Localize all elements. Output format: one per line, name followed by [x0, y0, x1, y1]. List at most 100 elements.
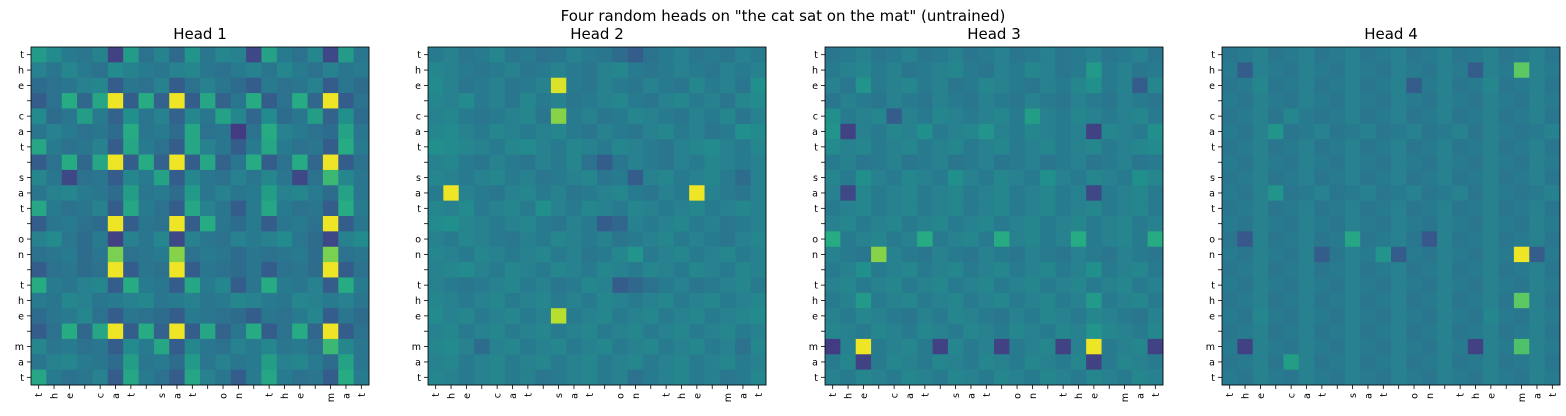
heatmap-cell: [1452, 338, 1469, 355]
heatmap-cell: [123, 123, 139, 140]
heatmap-cell: [1360, 323, 1377, 340]
heatmap-cell: [1252, 185, 1269, 202]
heatmap-cell: [61, 62, 78, 79]
heatmap-cell: [855, 246, 872, 263]
heatmap-cell: [1116, 77, 1133, 94]
heatmap-cell: [658, 262, 675, 278]
heatmap-cell: [1452, 185, 1469, 202]
heatmap-cell: [1086, 47, 1102, 63]
heatmap-cell: [215, 323, 232, 340]
heatmap-cell: [963, 216, 980, 232]
heatmap-cell: [138, 323, 155, 340]
heatmap-cell: [1314, 246, 1330, 263]
heatmap-cell: [1147, 123, 1164, 140]
heatmap-cell: [1529, 47, 1546, 63]
heatmap-cell: [566, 369, 583, 386]
heatmap-cell: [1544, 231, 1561, 248]
heatmap-cell: [474, 62, 490, 79]
heatmap-cell: [92, 323, 109, 340]
heatmap-cell: [1040, 169, 1056, 186]
heatmap-cell: [200, 47, 216, 63]
heatmap-cell: [1055, 169, 1072, 186]
x-tick-label: e: [65, 393, 76, 399]
heatmap-cell: [1070, 323, 1087, 340]
heatmap-cell: [1070, 200, 1087, 217]
heatmap-cell: [1283, 216, 1300, 232]
heatmap-cell: [627, 200, 644, 217]
heatmap-cell: [504, 323, 521, 340]
heatmap-cell: [1086, 262, 1102, 278]
heatmap-cell: [978, 93, 995, 109]
heatmap-cell: [994, 369, 1010, 386]
heatmap-cell: [169, 369, 186, 386]
heatmap-cell: [443, 338, 460, 355]
heatmap-cell: [276, 216, 293, 232]
heatmap-cell: [489, 354, 506, 371]
heatmap-cell: [200, 308, 216, 324]
heatmap-cell: [474, 277, 490, 294]
heatmap-cell: [230, 354, 247, 371]
heatmap-cell: [1329, 200, 1346, 217]
heatmap-cell: [840, 108, 857, 125]
heatmap-cell: [1467, 292, 1484, 309]
heatmap-cell: [673, 47, 690, 63]
heatmap-cell: [1009, 354, 1026, 371]
heatmap-cell: [504, 123, 521, 140]
heatmap-cell: [1529, 369, 1546, 386]
heatmap-cell: [1222, 338, 1238, 355]
heatmap-cell: [1040, 77, 1056, 94]
heatmap-cell: [1252, 369, 1269, 386]
heatmap-cell: [643, 139, 659, 155]
heatmap-cell: [292, 77, 308, 94]
heatmap-cell: [1086, 231, 1102, 248]
heatmap-cell: [1298, 246, 1315, 263]
heatmap-cell: [322, 93, 339, 109]
y-tick-label: t: [20, 373, 24, 384]
heatmap-cell: [428, 338, 444, 355]
heatmap-cell: [1529, 154, 1546, 171]
heatmap-cell: [77, 323, 93, 340]
heatmap-cell: [735, 62, 752, 79]
heatmap-cell: [963, 169, 980, 186]
heatmap-cell: [1406, 308, 1423, 324]
heatmap-cell: [1360, 185, 1377, 202]
heatmap-cell: [46, 246, 63, 263]
heatmap-cell: [184, 338, 201, 355]
heatmap-cell: [261, 185, 278, 202]
y-tick-label: n: [18, 250, 24, 261]
y-tick-label: h: [415, 296, 421, 307]
heatmap-cell: [1237, 93, 1254, 109]
heatmap-cell: [46, 108, 63, 125]
heatmap-cell: [719, 93, 736, 109]
heatmap-cell: [77, 154, 93, 171]
heatmap-cell: [1513, 108, 1530, 125]
heatmap-cell: [1421, 62, 1438, 79]
heatmap-cell: [246, 47, 262, 63]
heatmap-cell: [535, 277, 552, 294]
heatmap-cell: [1513, 354, 1530, 371]
heatmap-cell: [840, 62, 857, 79]
heatmap-cell: [1252, 323, 1269, 340]
heatmap-cell: [627, 77, 644, 94]
heatmap-cell: [230, 77, 247, 94]
heatmap-cell: [612, 354, 629, 371]
heatmap-cell: [123, 277, 139, 294]
y-tick-label: s: [813, 173, 818, 184]
heatmap-cell: [1498, 47, 1515, 63]
heatmap-cell: [520, 231, 536, 248]
heatmap-cell: [673, 93, 690, 109]
heatmap-cell: [1314, 93, 1330, 109]
panel-frame: [824, 46, 1164, 386]
heatmap-cell: [1513, 277, 1530, 294]
heatmap-cell: [292, 47, 308, 63]
x-tick-label: s: [951, 393, 962, 398]
heatmap-cell: [750, 308, 767, 324]
heatmap-cell: [750, 123, 767, 140]
heatmap-cell: [886, 47, 903, 63]
heatmap-cell: [1513, 262, 1530, 278]
heatmap-cell: [1040, 231, 1056, 248]
heatmap-cell: [443, 231, 460, 248]
heatmap-cell: [1375, 308, 1392, 324]
heatmap-cell: [901, 231, 918, 248]
heatmap-cell: [1298, 93, 1315, 109]
